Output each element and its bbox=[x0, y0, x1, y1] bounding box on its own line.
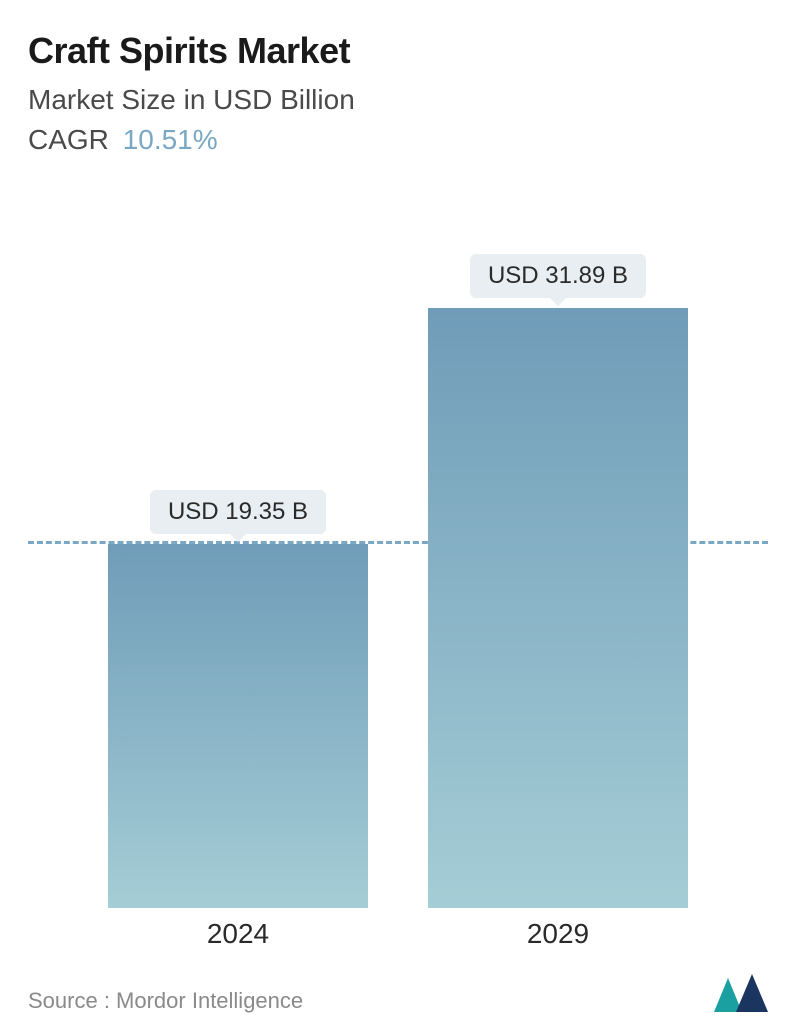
chart-subtitle: Market Size in USD Billion bbox=[28, 84, 768, 116]
header: Craft Spirits Market Market Size in USD … bbox=[28, 30, 768, 156]
x-axis-label: 2024 bbox=[108, 918, 368, 950]
chart-container: Craft Spirits Market Market Size in USD … bbox=[0, 0, 796, 1034]
chart-title: Craft Spirits Market bbox=[28, 30, 768, 72]
source-text: Source : Mordor Intelligence bbox=[28, 988, 303, 1014]
bar-group-2024: USD 19.35 B bbox=[108, 490, 368, 908]
bar bbox=[428, 308, 688, 908]
bar-value-label: USD 19.35 B bbox=[150, 490, 326, 534]
cagr-label: CAGR bbox=[28, 124, 109, 155]
cagr-row: CAGR 10.51% bbox=[28, 124, 768, 156]
chart-area: USD 19.35 B USD 31.89 B bbox=[28, 196, 768, 908]
x-axis-label: 2029 bbox=[428, 918, 688, 950]
bar bbox=[108, 544, 368, 908]
x-axis-labels: 2024 2029 bbox=[28, 908, 768, 950]
bar-value-label: USD 31.89 B bbox=[470, 254, 646, 298]
logo-icon bbox=[712, 974, 768, 1014]
footer: Source : Mordor Intelligence bbox=[28, 950, 768, 1014]
bar-group-2029: USD 31.89 B bbox=[428, 254, 688, 908]
cagr-value: 10.51% bbox=[123, 124, 218, 155]
